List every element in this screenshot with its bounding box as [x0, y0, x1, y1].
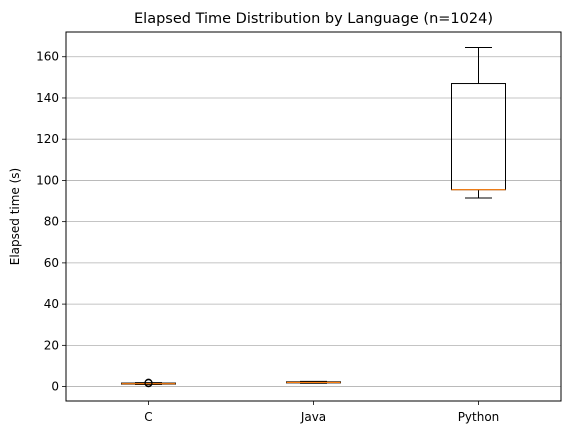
y-tick-label: 60	[44, 256, 59, 270]
y-tick-label: 160	[36, 50, 59, 64]
x-axis-ticks: C Java Python	[144, 401, 499, 424]
box-java	[286, 380, 341, 384]
y-tick-label: 20	[44, 338, 59, 352]
y-axis-label: Elapsed time (s)	[8, 168, 22, 266]
x-tick-label: Java	[300, 410, 326, 424]
y-tick-label: 140	[36, 91, 59, 105]
y-tick-label: 0	[51, 380, 59, 394]
y-tick-label: 80	[44, 215, 59, 229]
box-c	[121, 378, 176, 388]
boxes	[121, 46, 506, 388]
y-axis-ticks: 0 20 40 60 80 100 120 140 160	[36, 50, 66, 394]
plot-frame	[65, 31, 562, 402]
outlier-point	[144, 378, 153, 387]
y-tick-label: 100	[36, 173, 59, 187]
x-tick-label: Python	[458, 410, 500, 424]
x-tick-label: C	[144, 410, 152, 424]
box-python	[451, 46, 506, 199]
y-tick-label: 120	[36, 132, 59, 146]
chart-title: Elapsed Time Distribution by Language (n…	[134, 11, 493, 27]
box-iqr	[451, 83, 506, 191]
y-tick-label: 40	[44, 297, 59, 311]
grid-lines	[66, 56, 561, 387]
